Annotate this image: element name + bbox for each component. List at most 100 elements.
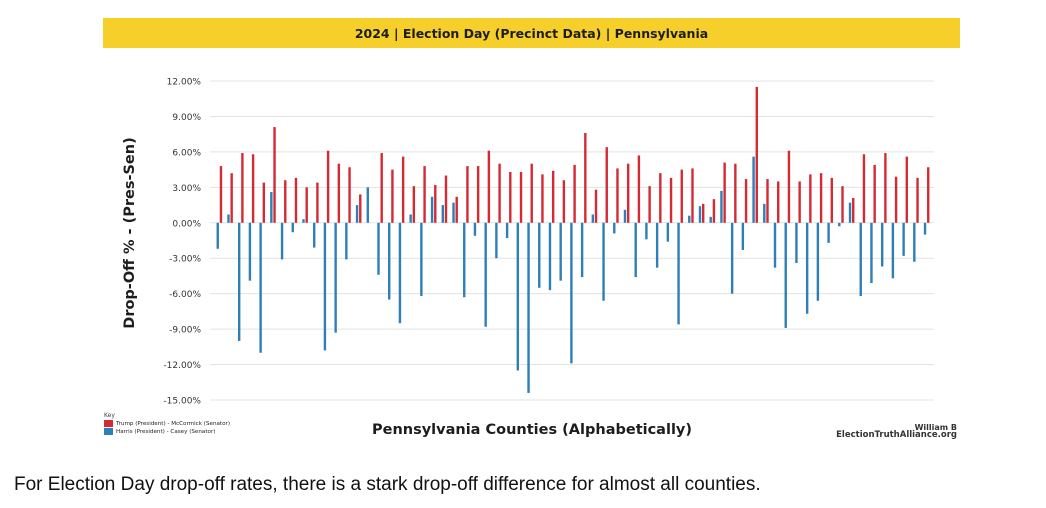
- bar-harris-casey: [720, 190, 723, 223]
- bar-trump-mccormick: [241, 153, 244, 223]
- gridlines: [210, 80, 934, 401]
- y-tick-label: 9.00%: [172, 113, 201, 123]
- bar-harris-casey: [430, 196, 434, 223]
- bar-harris-casey: [848, 202, 852, 223]
- y-tick-label: 3.00%: [172, 184, 201, 194]
- bar-trump-mccormick: [444, 175, 448, 223]
- bar-trump-mccormick: [294, 177, 298, 223]
- bar-harris-casey: [752, 156, 755, 223]
- bar-harris-casey: [827, 222, 830, 243]
- bar-trump-mccormick: [262, 182, 266, 223]
- y-axis-label: Drop-Off % - (Pres-Sen): [122, 137, 138, 328]
- y-tick-label: 12.00%: [167, 78, 202, 88]
- bar-harris-casey: [602, 222, 605, 301]
- bar-harris-casey: [441, 205, 444, 223]
- legend-label-harris: Harris (President) - Casey (Senator): [116, 428, 216, 435]
- bar-trump-mccormick: [712, 199, 716, 223]
- bar-harris-casey: [527, 222, 530, 393]
- bar-harris-casey: [366, 187, 369, 223]
- bar-trump-mccormick: [927, 167, 930, 223]
- x-axis-label: Pennsylvania Counties (Alphabetically): [372, 422, 692, 438]
- bar-trump-mccormick: [605, 147, 608, 223]
- chart-title: 2024 | Election Day (Precinct Data) | Pe…: [354, 25, 709, 41]
- bar-trump-mccormick: [691, 168, 694, 223]
- bar-trump-mccormick: [380, 153, 383, 223]
- bar-trump-mccormick: [626, 163, 630, 223]
- credit-site: ElectionTruthAlliance.org: [836, 430, 957, 440]
- bar-trump-mccormick: [541, 174, 544, 223]
- bar-trump-mccormick: [916, 177, 919, 223]
- bar-harris-casey: [259, 222, 262, 353]
- bars: [216, 86, 930, 393]
- bar-trump-mccormick: [487, 150, 491, 223]
- chart-title-banner: 2024 | Election Day (Precinct Data) | Pe…: [103, 18, 960, 48]
- bar-trump-mccormick: [455, 196, 458, 223]
- bar-harris-casey: [409, 214, 412, 223]
- bar-trump-mccormick: [787, 150, 791, 223]
- bar-harris-casey: [473, 222, 477, 236]
- bar-trump-mccormick: [284, 180, 287, 223]
- bar-trump-mccormick: [702, 203, 705, 223]
- bar-harris-casey: [516, 222, 520, 371]
- bar-harris-casey: [730, 222, 734, 294]
- drop-off-bar-chart: -15.00% -12.00% -9.00% -6.00% -3.00% 0.00% 3.0…: [122, 78, 934, 438]
- bar-harris-casey: [377, 222, 380, 275]
- bar-trump-mccormick: [573, 164, 576, 223]
- bar-trump-mccormick: [509, 171, 512, 223]
- bar-harris-casey: [805, 222, 809, 314]
- bar-harris-casey: [334, 222, 337, 333]
- bar-trump-mccormick: [412, 186, 416, 223]
- bar-harris-casey: [859, 222, 862, 297]
- credit-author: William B: [914, 423, 957, 432]
- bar-harris-casey: [248, 222, 252, 281]
- bar-trump-mccormick: [466, 166, 469, 223]
- bar-harris-casey: [816, 222, 820, 301]
- bar-harris-casey: [538, 222, 541, 288]
- bar-harris-casey: [313, 222, 316, 248]
- y-tick-label: 0.00%: [172, 219, 201, 229]
- bar-trump-mccormick: [755, 86, 758, 223]
- bar-trump-mccormick: [873, 164, 876, 223]
- bar-trump-mccormick: [852, 197, 855, 223]
- bar-harris-casey: [355, 205, 359, 223]
- bar-trump-mccormick: [348, 167, 351, 223]
- bar-trump-mccormick: [562, 180, 566, 223]
- bar-trump-mccormick: [616, 168, 619, 223]
- bar-harris-casey: [452, 202, 455, 223]
- bar-harris-casey: [923, 222, 927, 235]
- bar-trump-mccormick: [841, 186, 844, 223]
- y-tick-label: -15.00%: [163, 397, 201, 407]
- bar-trump-mccormick: [809, 174, 812, 223]
- bar-trump-mccormick: [305, 187, 308, 223]
- y-tick-label: -12.00%: [163, 361, 201, 371]
- bar-trump-mccormick: [659, 173, 662, 223]
- bar-harris-casey: [559, 222, 562, 281]
- legend-title: Key: [104, 412, 115, 419]
- bar-harris-casey: [838, 222, 841, 227]
- bar-harris-casey: [645, 222, 648, 240]
- bar-harris-casey: [709, 216, 712, 223]
- bar-harris-casey: [666, 222, 670, 242]
- bar-harris-casey: [548, 222, 552, 291]
- bar-harris-casey: [237, 222, 241, 341]
- bar-trump-mccormick: [734, 163, 737, 223]
- bar-trump-mccormick: [744, 179, 748, 223]
- bar-harris-casey: [698, 206, 702, 223]
- bar-trump-mccormick: [637, 155, 641, 223]
- bar-harris-casey: [291, 222, 294, 233]
- bar-harris-casey: [302, 219, 305, 223]
- bar-harris-casey: [388, 222, 391, 300]
- bar-trump-mccormick: [551, 170, 555, 223]
- bar-harris-casey: [216, 222, 219, 249]
- bar-trump-mccormick: [594, 189, 598, 223]
- bar-harris-casey: [323, 222, 327, 351]
- bar-trump-mccormick: [326, 150, 330, 223]
- bar-trump-mccormick: [359, 194, 362, 223]
- bar-harris-casey: [795, 222, 798, 263]
- bar-trump-mccormick: [391, 169, 394, 223]
- bar-trump-mccormick: [830, 177, 833, 223]
- legend-item-trump: Trump (President) - McCormick (Senator): [104, 420, 230, 427]
- bar-trump-mccormick: [584, 132, 587, 223]
- bar-harris-casey: [345, 222, 348, 260]
- bar-harris-casey: [591, 214, 595, 223]
